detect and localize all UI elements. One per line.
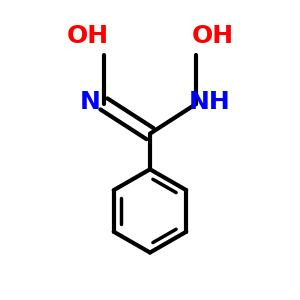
Text: NH: NH [189,90,230,114]
Text: OH: OH [67,24,109,48]
Text: N: N [80,90,101,114]
Text: OH: OH [191,24,233,48]
